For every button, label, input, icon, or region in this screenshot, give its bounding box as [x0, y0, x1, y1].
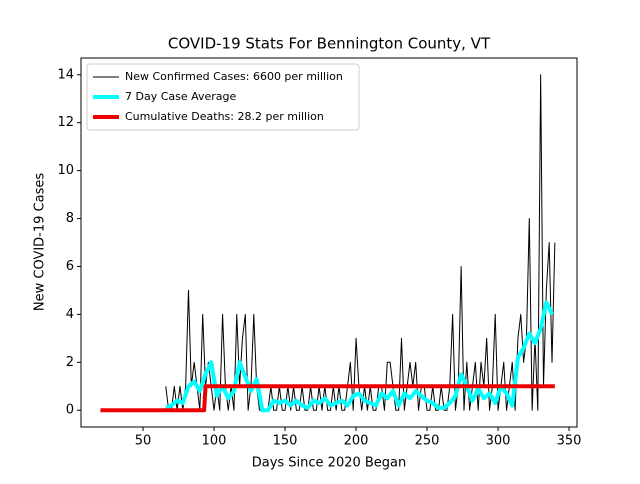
series-line — [164, 300, 554, 413]
y-tick-label: 12 — [57, 115, 74, 130]
legend-box — [86, 63, 360, 131]
plot-frame — [80, 57, 578, 428]
y-tick-label: 14 — [57, 67, 74, 82]
y-tick-label: 10 — [57, 163, 74, 178]
legend-label: Cumulative Deaths: 28.2 per million — [125, 110, 324, 123]
y-tick-label: 2 — [66, 355, 74, 370]
x-tick-label: 250 — [415, 434, 440, 449]
legend-label: 7 Day Case Average — [125, 90, 237, 103]
legend-label: New Confirmed Cases: 6600 per million — [125, 70, 343, 83]
y-tick-label: 6 — [66, 259, 74, 274]
y-tick-label: 8 — [66, 211, 74, 226]
x-tick-label: 300 — [486, 434, 511, 449]
x-tick-label: 50 — [135, 434, 152, 449]
x-axis-label: Days Since 2020 Began — [252, 456, 407, 471]
y-axis-label: New COVID-19 Cases — [33, 173, 48, 311]
x-tick-label: 350 — [557, 434, 582, 449]
x-tick-label: 150 — [273, 434, 298, 449]
chart-title: COVID-19 Stats For Bennington County, VT — [168, 35, 491, 53]
series-line — [100, 384, 555, 413]
y-tick-label: 0 — [66, 403, 74, 418]
x-tick-label: 100 — [202, 434, 227, 449]
x-tick-label: 200 — [344, 434, 369, 449]
y-tick-label: 4 — [66, 307, 74, 322]
